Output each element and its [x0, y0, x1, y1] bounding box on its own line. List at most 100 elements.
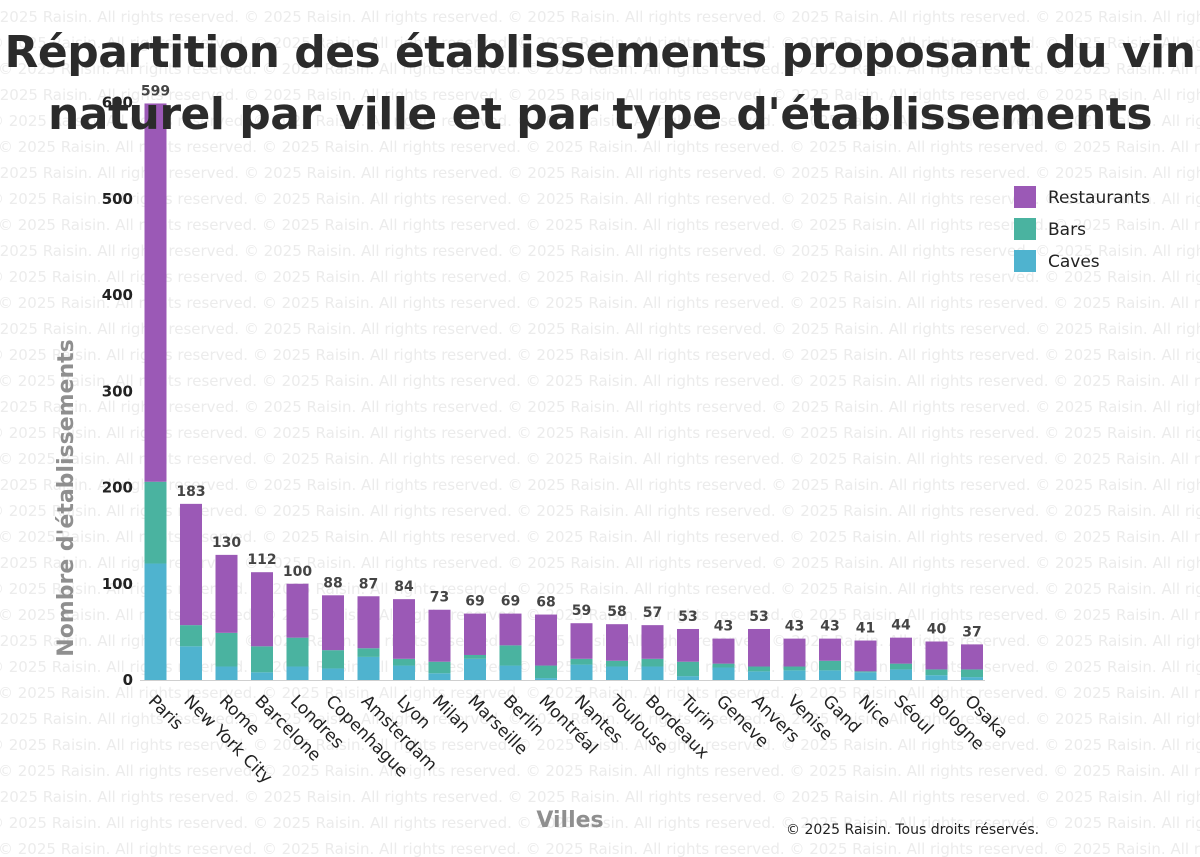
- bar-bars: [606, 660, 628, 667]
- bar-caves: [677, 676, 699, 680]
- y-tick-label: 400: [102, 286, 133, 304]
- legend-label-bars: Bars: [1048, 220, 1086, 240]
- bar-total-label: 87: [359, 576, 378, 592]
- bar-total-label: 68: [536, 595, 555, 611]
- bar-restaurants: [712, 638, 735, 664]
- bar-bars: [215, 632, 238, 667]
- bar-restaurants: [748, 628, 770, 667]
- bar-total-label: 88: [323, 575, 342, 591]
- bar-restaurants: [180, 503, 202, 626]
- legend-label-restaurants: Restaurants: [1048, 188, 1150, 208]
- bar-bars: [286, 637, 309, 667]
- bar-restaurants: [641, 625, 664, 659]
- bar-total-label: 84: [394, 579, 414, 595]
- bar-bars: [677, 661, 699, 677]
- chart-title: Répartition des établissements proposant…: [4, 27, 1197, 140]
- bar-restaurants: [570, 623, 593, 659]
- bar-restaurants: [819, 638, 841, 661]
- bar-caves: [215, 666, 238, 680]
- bar-bars: [748, 666, 770, 672]
- y-tick-label: 200: [102, 479, 133, 497]
- bar-caves: [286, 666, 309, 680]
- bar-caves: [322, 668, 344, 680]
- bar-total-label: 43: [714, 619, 733, 635]
- x-tick-label: Paris: [144, 691, 187, 734]
- bar-bars: [357, 648, 380, 657]
- bar-restaurants: [464, 613, 486, 655]
- x-tick-label: Séoul: [889, 691, 936, 738]
- bar-bars: [180, 625, 202, 647]
- bar-caves: [464, 658, 486, 680]
- bar-caves: [890, 669, 912, 680]
- bar-total-label: 69: [465, 594, 484, 610]
- bars: [144, 103, 983, 680]
- bar-caves: [925, 675, 948, 680]
- y-axis-title: Nombre d'établissements: [54, 339, 79, 656]
- bar-restaurants: [357, 596, 380, 649]
- bar-bars: [854, 671, 877, 673]
- y-tick-label: 300: [102, 382, 133, 400]
- y-tick-label: 600: [102, 94, 133, 112]
- bar-restaurants: [251, 572, 273, 647]
- y-tick-label: 0: [123, 671, 133, 689]
- bar-bars: [570, 658, 593, 665]
- bar-restaurants: [890, 637, 912, 664]
- bar-bars: [925, 669, 948, 676]
- bar-restaurants: [499, 613, 522, 646]
- bar-caves: [712, 667, 735, 680]
- bar-restaurants: [428, 609, 451, 662]
- bar-restaurants: [854, 640, 877, 672]
- legend-swatch-restaurants: [1014, 186, 1036, 208]
- bar-caves: [641, 666, 664, 680]
- bar-total-label: 53: [678, 609, 697, 625]
- bar-bars: [535, 665, 557, 679]
- bar-caves: [854, 672, 877, 680]
- y-tick-label: 500: [102, 190, 133, 208]
- bar-restaurants: [535, 614, 557, 666]
- bar-bars: [712, 663, 735, 668]
- bar-caves: [606, 666, 628, 680]
- bar-total-label: 58: [607, 604, 626, 620]
- bar-bars: [819, 660, 841, 671]
- total-labels: 599 183 130 112 100 88 87 84 73 69 69 68 59 58 57 53 43 5…: [141, 83, 982, 640]
- bar-restaurants: [677, 628, 699, 662]
- bar-total-label: 41: [856, 621, 875, 637]
- bar-bars: [641, 658, 664, 667]
- bar-bars: [464, 654, 486, 659]
- bar-caves: [251, 672, 273, 680]
- bar-total-label: 59: [572, 603, 591, 619]
- x-axis-title: Villes: [536, 808, 603, 833]
- bar-total-label: 130: [212, 535, 241, 551]
- bar-caves: [180, 646, 202, 680]
- legend: Restaurants Bars Caves: [1014, 186, 1150, 272]
- bar-total-label: 43: [820, 619, 839, 635]
- y-axis: 0 100 200 300 400 500 600: [102, 94, 133, 690]
- bar-restaurants: [925, 641, 948, 670]
- bar-bars: [251, 646, 273, 673]
- bar-total-label: 43: [785, 619, 804, 635]
- bar-total-label: 40: [927, 622, 947, 638]
- bar-bars: [322, 650, 344, 669]
- bar-caves: [535, 678, 557, 680]
- copyright-notice: © 2025 Raisin. Tous droits réservés.: [786, 822, 1040, 838]
- bar-caves: [428, 673, 451, 680]
- bar-total-label: 112: [247, 552, 276, 568]
- bar-bars: [890, 663, 912, 670]
- y-tick-label: 100: [102, 575, 133, 593]
- bar-caves: [819, 670, 841, 680]
- bar-restaurants: [961, 644, 983, 670]
- bar-restaurants: [286, 583, 309, 638]
- bar-restaurants: [215, 554, 238, 633]
- bar-total-label: 100: [283, 564, 312, 580]
- bar-caves: [357, 656, 380, 680]
- bar-caves: [570, 664, 593, 680]
- bar-total-label: 69: [501, 594, 520, 610]
- bar-caves: [961, 677, 983, 680]
- bar-bars: [393, 658, 415, 666]
- bar-caves: [748, 671, 770, 680]
- bar-bars: [783, 666, 806, 671]
- bar-caves: [393, 665, 415, 680]
- x-tick-label: Milan: [428, 691, 474, 737]
